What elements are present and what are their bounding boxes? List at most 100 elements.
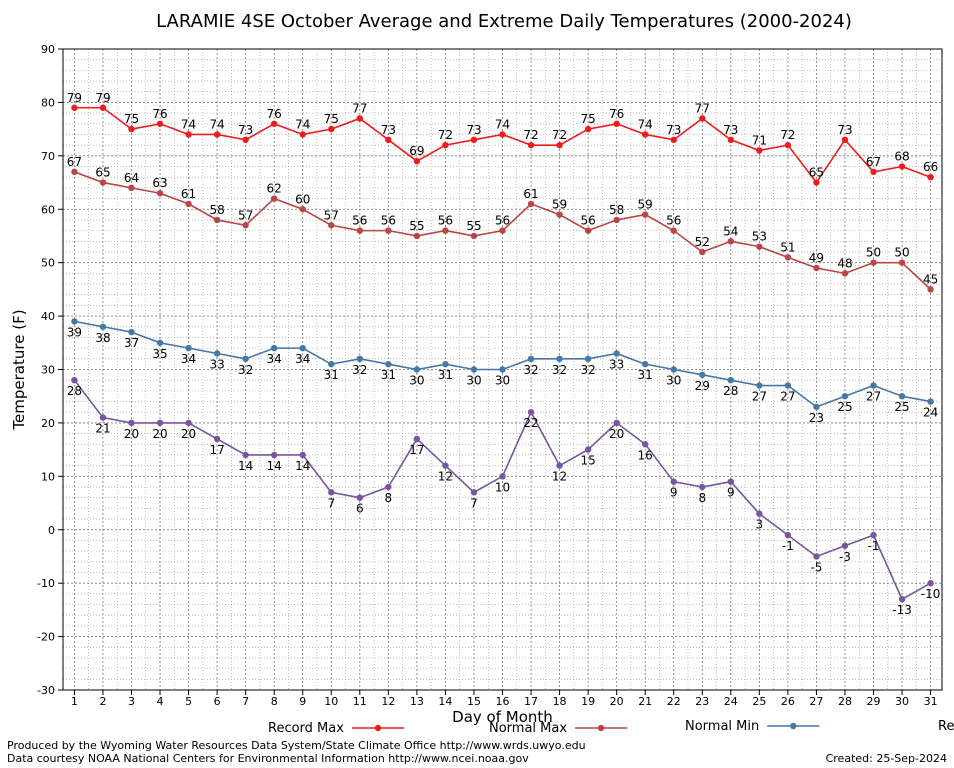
x-tick-label: 25 [752,695,766,708]
data-label: 32 [552,363,567,377]
x-tick-label: 20 [610,695,624,708]
data-point [156,120,164,127]
data-point [527,141,535,149]
footer-created-date: Created: 25-Sep-2024 [826,752,947,765]
data-point [213,350,221,357]
data-label: 20 [181,427,196,441]
data-label: 22 [523,416,538,430]
data-label: 55 [409,219,424,233]
y-tick-label: 80 [41,96,55,109]
x-tick-label: 11 [353,695,367,708]
data-label: 37 [124,336,139,350]
data-point [613,350,620,357]
data-label: 31 [438,368,453,382]
data-label: 75 [580,112,595,126]
data-point [71,318,78,325]
data-point [185,419,192,427]
data-label: 48 [837,256,852,270]
data-point [470,232,478,240]
data-label: 8 [698,491,706,505]
data-label: 31 [638,368,653,382]
data-point [756,147,763,154]
data-label: 74 [209,117,224,131]
data-point [99,323,107,330]
data-point [527,200,535,208]
data-label: 56 [495,214,510,228]
data-point [470,136,478,144]
data-point [670,227,677,234]
data-point [841,393,849,400]
y-tick-label: 70 [41,150,55,163]
data-label: 50 [866,246,881,260]
data-point [641,360,649,368]
data-point [413,232,421,240]
data-point [385,227,392,234]
data-label: 30 [409,374,424,388]
data-point [756,243,763,250]
data-label: 30 [466,374,481,388]
data-label: 67 [67,155,82,169]
data-point [99,414,107,421]
y-tick-label: -10 [37,577,55,590]
data-label: 20 [609,427,624,441]
x-tick-label: 6 [214,695,221,708]
y-tick-label: 10 [41,470,55,483]
data-label: 60 [295,192,310,206]
data-label: 21 [95,422,110,436]
data-label: -3 [839,550,851,564]
data-point [784,254,792,261]
legend-label: Normal Max [489,721,567,736]
data-point [699,371,706,379]
data-label: 32 [523,363,538,377]
data-label: -5 [810,560,822,574]
data-point [242,355,249,363]
x-tick-label: 24 [724,695,738,708]
data-point [242,451,249,459]
data-label: 31 [381,368,396,382]
data-point [784,382,792,389]
series-record-max: 79 79 75 76 74 74 73 76 74 75 77 73 69 72 73 74 72 72 75 76… [67,91,938,186]
data-label: 68 [894,150,909,164]
x-tick-label: 19 [581,695,595,708]
data-point [71,104,78,111]
data-point [213,435,221,443]
data-point [328,489,335,496]
data-point [299,206,306,213]
data-point [328,222,335,229]
data-label: 14 [295,459,310,473]
data-point [699,248,706,256]
data-label: 28 [67,384,82,398]
y-tick-label: 90 [41,43,55,56]
data-point [185,344,192,352]
data-point [470,489,478,496]
data-point [584,446,592,453]
data-point [270,451,278,459]
data-label: 33 [209,357,224,371]
x-tick-label: 21 [638,695,652,708]
data-point [185,131,192,138]
data-point [898,163,906,170]
data-label: 74 [495,117,510,131]
data-point [128,184,135,192]
data-label: 59 [638,198,653,212]
data-point [71,376,78,384]
data-point [470,366,478,373]
data-label: 76 [609,107,624,121]
data-label: 24 [923,406,938,420]
data-point [727,238,735,245]
data-point [841,542,849,549]
data-label: 51 [780,240,795,254]
data-point [584,355,592,363]
data-point [328,360,335,368]
data-point [442,227,449,234]
x-tick-label: 15 [467,695,481,708]
y-tick-label: 30 [41,364,55,377]
legend: Record Max Normal Max Normal Min Record Min [268,719,954,736]
y-tick-label: 20 [41,417,55,430]
data-label: 56 [438,214,453,228]
data-label: 57 [324,208,339,222]
x-tick-label: 4 [157,695,164,708]
data-label: 14 [267,459,282,473]
data-point [385,483,392,491]
